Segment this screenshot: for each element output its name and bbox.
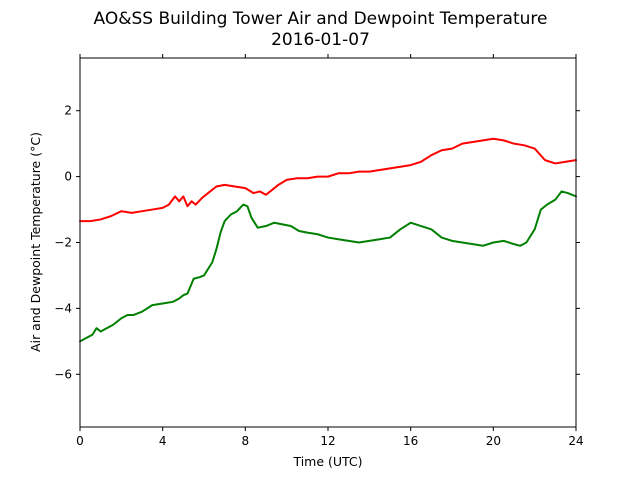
plot-background: [80, 58, 576, 427]
x-axis-label: Time (UTC): [292, 454, 362, 469]
y-axis-label: Air and Dewpoint Temperature (°C): [28, 132, 43, 352]
plot-area: [80, 58, 576, 427]
y-tick-label-0: −6: [54, 367, 72, 381]
y-tick-label-4: 2: [64, 104, 72, 118]
x-tick-label-5: 20: [486, 434, 501, 448]
y-tick-label-1: −4: [54, 301, 72, 315]
x-tick-label-1: 4: [159, 434, 167, 448]
series-layer: [79, 137, 577, 343]
y-tick-label-3: 0: [64, 170, 72, 184]
y-tick-label-2: −2: [54, 236, 72, 250]
x-tick-label-4: 16: [403, 434, 418, 448]
x-tick-label-0: 0: [76, 434, 84, 448]
x-tick-label-2: 8: [242, 434, 250, 448]
x-tick-label-3: 12: [320, 434, 335, 448]
series-line-1: [79, 190, 577, 343]
chart-subtitle: 2016-01-07: [271, 30, 370, 50]
series-line-0: [79, 137, 577, 223]
axes-layer: 0 4 8 12 16 20 24 −6 −4 −2 0 2: [54, 54, 584, 448]
chart-title: AO&SS Building Tower Air and Dewpoint Te…: [93, 9, 547, 29]
x-tick-label-6: 24: [568, 434, 583, 448]
